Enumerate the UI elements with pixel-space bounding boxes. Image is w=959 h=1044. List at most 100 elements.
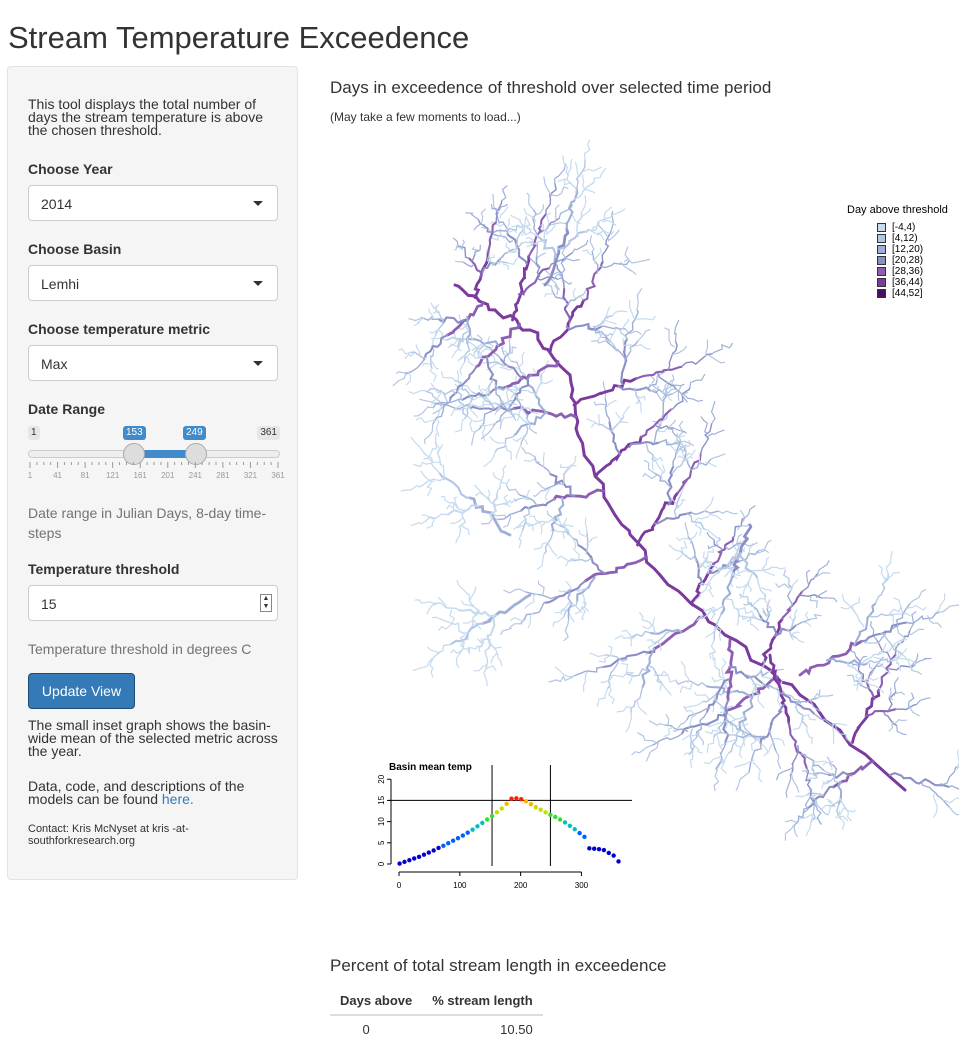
stream-segment bbox=[426, 603, 437, 615]
stream-segment bbox=[582, 260, 604, 302]
threshold-input[interactable]: 15 ▲ ▼ bbox=[28, 585, 278, 621]
data-point bbox=[514, 796, 519, 801]
stream-segment bbox=[657, 427, 672, 433]
main-stem bbox=[613, 513, 662, 577]
data-point bbox=[519, 796, 524, 802]
stream-segment bbox=[738, 553, 759, 579]
stream-segment bbox=[517, 352, 525, 370]
metric-select[interactable]: Max bbox=[28, 345, 278, 381]
date-range-slider[interactable]: 1 361 153 249 1 41 81 121 161 201 241 281 321 361 bbox=[28, 424, 285, 484]
stream-segment bbox=[699, 582, 711, 586]
stream-segment bbox=[864, 708, 897, 718]
stream-segment bbox=[699, 423, 713, 455]
stream-segment bbox=[537, 379, 553, 388]
stream-segment bbox=[486, 615, 496, 650]
stream-segment bbox=[771, 738, 785, 747]
slider-tick-label: 281 bbox=[216, 471, 230, 480]
data-point bbox=[407, 857, 412, 863]
slider-from-handle[interactable] bbox=[123, 443, 145, 465]
stream-segment bbox=[633, 344, 651, 350]
year-value: 2014 bbox=[41, 196, 73, 212]
stream-segment bbox=[940, 766, 959, 787]
stream-segment bbox=[653, 472, 672, 488]
legend-item: [36,44) bbox=[877, 277, 923, 288]
stream-segment bbox=[488, 254, 495, 262]
stream-segment bbox=[504, 442, 512, 460]
stream-segment bbox=[844, 806, 856, 813]
data-point bbox=[572, 827, 577, 832]
data-point bbox=[412, 856, 417, 861]
stream-segment bbox=[761, 587, 772, 592]
stream-segment bbox=[572, 377, 638, 407]
update-view-button[interactable]: Update View bbox=[28, 673, 135, 709]
stream-segment bbox=[908, 692, 915, 707]
table-cell: 10.50 bbox=[500, 1022, 533, 1037]
stream-segment bbox=[801, 769, 814, 775]
stream-segment bbox=[705, 339, 709, 358]
legend-label: [12,20) bbox=[892, 244, 924, 255]
stream-segment bbox=[730, 523, 753, 579]
stream-segment bbox=[471, 246, 479, 254]
stream-segment bbox=[650, 374, 656, 384]
stream-segment bbox=[847, 674, 858, 683]
stream-segment bbox=[801, 621, 812, 627]
stream-segment bbox=[646, 615, 707, 654]
stream-segment bbox=[461, 644, 471, 655]
stream-segment bbox=[805, 569, 811, 585]
stream-segment bbox=[554, 666, 576, 678]
legend-item: [44,52] bbox=[877, 288, 923, 299]
basin-select[interactable]: Lemhi bbox=[28, 265, 278, 301]
stream-segment bbox=[520, 229, 532, 236]
stream-segment bbox=[592, 315, 613, 328]
stream-segment bbox=[909, 588, 927, 605]
stream-segment bbox=[737, 606, 753, 615]
stream-segment bbox=[476, 638, 491, 648]
stream-segment bbox=[641, 647, 656, 689]
stream-segment bbox=[932, 793, 938, 818]
stream-segment bbox=[621, 663, 634, 674]
stream-segment bbox=[675, 553, 687, 561]
stream-segment bbox=[748, 742, 762, 774]
stream-segment bbox=[888, 664, 916, 671]
stream-segment bbox=[529, 257, 539, 268]
stream-segment bbox=[565, 580, 575, 591]
data-link[interactable]: here. bbox=[161, 791, 194, 807]
stream-segment bbox=[821, 782, 829, 789]
slider-to-handle[interactable] bbox=[185, 443, 207, 465]
stream-segment bbox=[454, 245, 463, 251]
stream-segment bbox=[449, 517, 464, 524]
x-tick-label: 300 bbox=[575, 881, 589, 890]
stream-segment bbox=[795, 702, 808, 728]
stream-segment bbox=[493, 233, 513, 243]
data-point bbox=[548, 812, 553, 818]
stream-segment bbox=[933, 593, 946, 615]
data-point bbox=[567, 823, 573, 829]
stream-segment bbox=[549, 222, 568, 226]
stream-segment bbox=[502, 262, 509, 270]
stream-segment bbox=[776, 766, 794, 781]
data-point bbox=[436, 845, 441, 851]
data-point bbox=[426, 850, 431, 855]
stream-segment bbox=[828, 804, 832, 815]
stream-segment bbox=[429, 367, 437, 382]
stream-segment bbox=[431, 616, 449, 623]
stream-segment bbox=[508, 334, 512, 348]
stream-segment bbox=[602, 381, 607, 400]
stream-segment bbox=[574, 605, 583, 615]
stream-segment bbox=[804, 611, 809, 621]
data-point bbox=[475, 824, 480, 829]
stream-segment bbox=[817, 560, 830, 574]
year-select[interactable]: 2014 bbox=[28, 185, 278, 221]
chevron-down-icon bbox=[253, 201, 263, 206]
data-point bbox=[504, 801, 509, 807]
stream-segment bbox=[451, 345, 460, 359]
stream-segment bbox=[795, 637, 805, 643]
stream-segment bbox=[628, 672, 635, 685]
stream-segment bbox=[525, 236, 534, 243]
stream-segment bbox=[554, 283, 559, 296]
stream-segment bbox=[905, 611, 940, 625]
number-spinner-icon[interactable]: ▲ ▼ bbox=[260, 594, 272, 612]
stream-segment bbox=[667, 340, 678, 372]
data-point bbox=[543, 810, 548, 815]
stream-segment bbox=[505, 228, 517, 234]
